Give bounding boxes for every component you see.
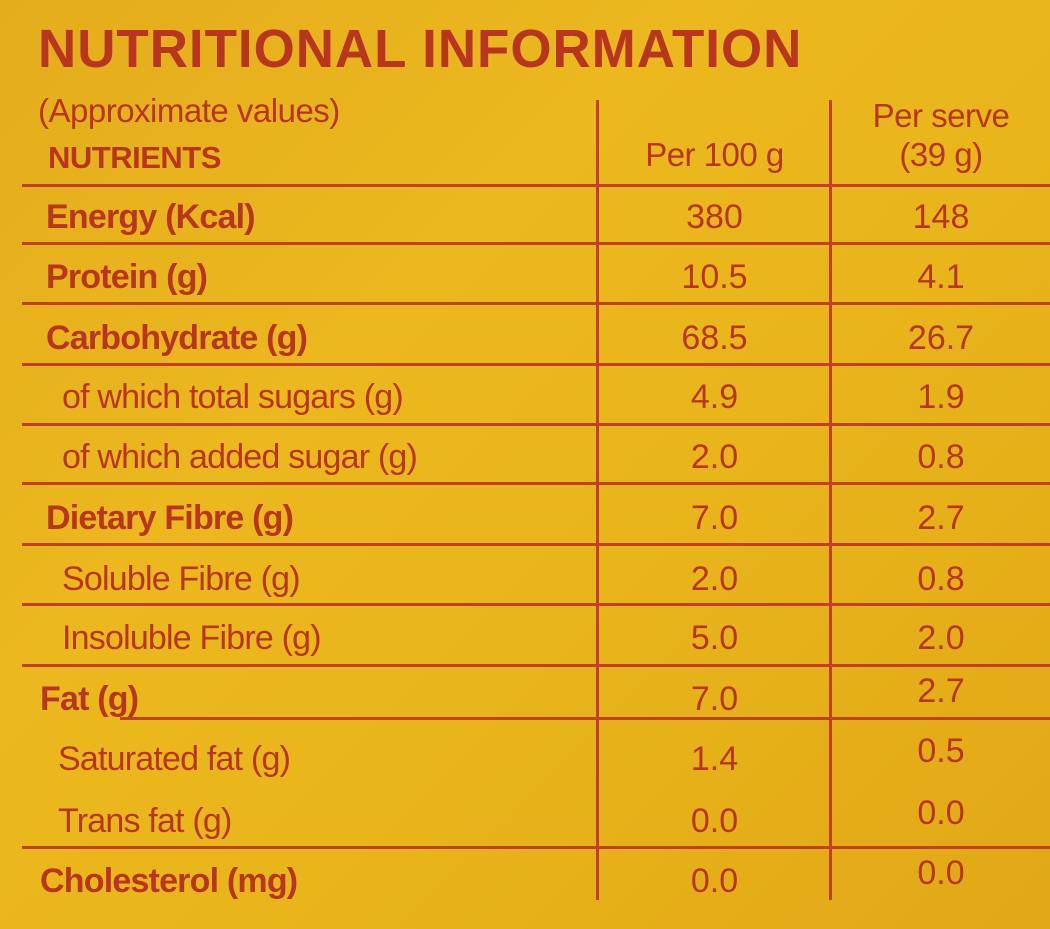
row-per-serve: 0.0 [917,794,965,832]
row-per-serve: 0.0 [917,854,965,892]
row-divider [22,664,1050,667]
row-per-100g: 7.0 [690,680,739,718]
row-label: Energy (Kcal) [46,198,256,236]
row-per-serve: 0.8 [917,438,965,476]
table-row-total-sugars: of which total sugars (g) 4.9 1.9 [0,370,1050,426]
column-divider-2 [829,100,832,900]
row-per-serve: 148 [912,198,970,236]
row-per-serve: 26.7 [907,319,975,357]
row-divider [22,846,1050,849]
table-row-added-sugar: of which added sugar (g) 2.0 0.8 [0,430,1050,486]
row-divider [22,242,1050,245]
row-label: Carbohydrate (g) [46,319,308,357]
row-per-serve: 0.5 [917,732,965,770]
row-per-100g: 380 [686,198,743,236]
row-per-100g: 0.0 [690,862,739,900]
table-row-insoluble-fibre: Insoluble Fibre (g) 5.0 2.0 [0,611,1050,667]
table-row-fat: Fat (g) 7.0 2.7 [0,672,1050,728]
row-per-serve: 1.9 [917,378,965,416]
row-label: Insoluble Fibre (g) [62,619,322,657]
row-divider [120,717,1050,720]
row-label: Dietary Fibre (g) [46,499,294,537]
row-divider [22,543,1050,546]
row-per-100g: 1.4 [690,740,739,778]
column-divider-1 [596,100,599,900]
row-divider [22,184,1050,187]
row-label: of which total sugars (g) [62,378,404,416]
row-per-serve: 2.7 [917,672,965,710]
row-per-100g: 68.5 [681,319,748,357]
row-per-serve: 0.8 [917,560,965,598]
row-per-100g: 5.0 [690,619,739,657]
row-per-100g: 2.0 [690,560,739,598]
row-per-100g: 0.0 [690,802,739,840]
row-per-serve: 2.0 [917,619,965,657]
row-label: Soluble Fibre (g) [62,560,301,598]
row-label: Saturated fat (g) [58,740,291,778]
row-label: Fat (g) [40,680,139,718]
row-per-100g: 10.5 [681,258,748,296]
row-divider [22,363,1050,366]
row-per-100g: 2.0 [690,438,739,476]
row-label: Trans fat (g) [58,802,232,840]
table-row-energy: Energy (Kcal) 380 148 [0,190,1050,246]
table-row-soluble-fibre: Soluble Fibre (g) 2.0 0.8 [0,552,1050,608]
row-divider [22,482,1050,485]
row-per-100g: 7.0 [690,499,739,537]
row-divider [22,603,1050,606]
header-per-serve: Per serve (39 g) [832,96,1050,174]
row-divider [22,302,1050,305]
table-row-saturated-fat: Saturated fat (g) 1.4 0.5 [0,732,1050,788]
row-label: of which added sugar (g) [62,438,418,476]
row-label: Cholesterol (mg) [40,862,298,900]
page-title: NUTRITIONAL INFORMATION [38,19,803,79]
approximate-values-note: (Approximate values) [38,92,340,129]
table-row-cholesterol: Cholesterol (mg) 0.0 0.0 [0,854,1050,910]
table-row-carbohydrate: Carbohydrate (g) 68.5 26.7 [0,311,1050,367]
table-row-trans-fat: Trans fat (g) 0.0 0.0 [0,794,1050,850]
header-nutrients: NUTRIENTS [48,140,221,175]
row-per-serve: 2.7 [917,499,965,537]
header-per-100g: Per 100 g [645,136,784,173]
row-divider [22,423,1050,426]
row-per-serve: 4.1 [917,258,965,296]
table-row-protein: Protein (g) 10.5 4.1 [0,250,1050,306]
header-per-serve-line2: (39 g) [899,136,983,173]
row-per-100g: 4.9 [690,378,739,416]
table-row-dietary-fibre: Dietary Fibre (g) 7.0 2.7 [0,491,1050,547]
row-label: Protein (g) [46,258,208,296]
header-per-serve-line1: Per serve [872,97,1010,134]
